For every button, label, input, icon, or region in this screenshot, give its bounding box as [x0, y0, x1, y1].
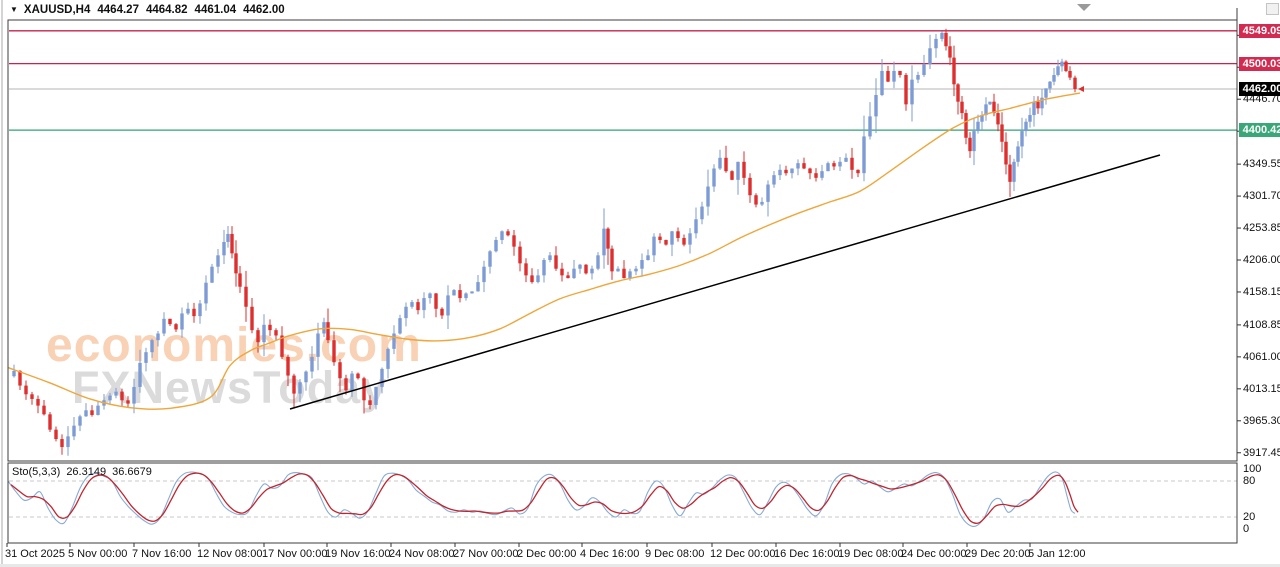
stoch-k-line — [7, 471, 1076, 527]
indicator-plot-frame — [7, 462, 1238, 544]
last-price-marker — [1078, 86, 1084, 92]
time-axis-zone[interactable] — [0, 544, 1237, 564]
price-axis-zone[interactable] — [1238, 20, 1280, 543]
moving-average-line[interactable] — [7, 92, 1081, 410]
stoch-d-line — [10, 472, 1079, 524]
main-plot-frame — [7, 19, 1238, 462]
candles-layer — [12, 28, 1077, 456]
trendline[interactable] — [289, 154, 1161, 410]
chart-shift-marker[interactable] — [1077, 4, 1091, 11]
